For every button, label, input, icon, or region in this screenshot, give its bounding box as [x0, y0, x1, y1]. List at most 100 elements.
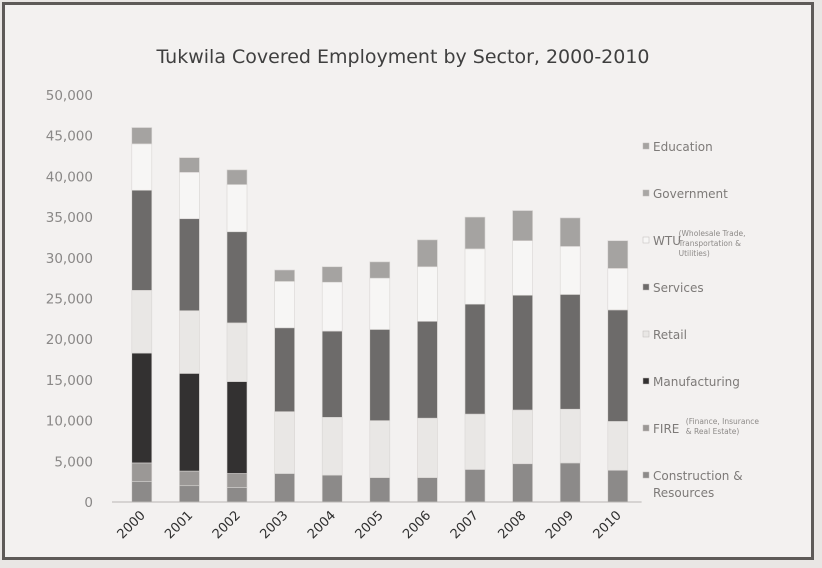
- x-tick-label: 2001: [162, 508, 196, 542]
- bar-segment: [226, 487, 248, 503]
- bar-segment: [369, 329, 391, 421]
- x-tick-label: 2005: [353, 508, 387, 542]
- y-tick-label: 15,000: [46, 373, 93, 389]
- x-tick-label: 2010: [591, 508, 625, 542]
- legend-swatch: [642, 236, 650, 244]
- bar-segment: [179, 172, 200, 220]
- bar-segment: [179, 470, 200, 487]
- legend-sublabel: (Wholesale Trade, Transportation & Utiliti…: [678, 229, 746, 258]
- bar-segment: [274, 281, 295, 329]
- bar-segment: [559, 294, 581, 410]
- legend-label: Government: [653, 187, 728, 201]
- bar-segment: [226, 381, 248, 474]
- bar-segment: [321, 417, 343, 476]
- legend-sublabel-line: (Wholesale Trade,: [679, 229, 746, 238]
- bar-segment: [321, 266, 343, 283]
- bar-segment: [131, 189, 153, 291]
- bar-segment: [179, 485, 200, 503]
- y-tick-label: 30,000: [46, 251, 93, 267]
- bar-segment: [131, 352, 153, 464]
- legend-swatch: [642, 471, 650, 479]
- legend-swatch: [642, 330, 650, 338]
- y-tick-label: 20,000: [46, 332, 93, 348]
- bar-segment: [512, 409, 533, 465]
- bar-segment: [274, 411, 295, 474]
- legend-sublabel-line: & Real Estate): [686, 427, 740, 436]
- bar-segment: [179, 310, 200, 374]
- bar-segment: [226, 231, 248, 324]
- legend-sublabel-line: Utilities): [679, 249, 710, 258]
- bar-segment: [131, 143, 153, 191]
- y-tick-label: 10,000: [46, 414, 93, 430]
- legend-label: WTU: [653, 234, 681, 248]
- bar-segment: [417, 239, 438, 268]
- bar-segment: [512, 240, 533, 296]
- bar-stacks: [131, 127, 629, 503]
- bar-segment: [274, 269, 295, 282]
- bar-segment: [559, 246, 581, 295]
- x-tick-label: 2003: [257, 508, 291, 542]
- bar-segment: [464, 216, 486, 250]
- x-axis: 2000 2001 2002 2003 2004 2005 2006 2007 2008 2009…: [112, 501, 642, 542]
- bar-segment: [512, 210, 533, 242]
- bar-segment: [226, 473, 248, 488]
- legend-sublabel: (Finance, Insurance & Real Estate): [686, 417, 760, 436]
- bar-segment: [321, 281, 343, 332]
- bar-segment: [607, 469, 629, 503]
- bar-segment: [274, 473, 295, 503]
- bar-segment: [417, 320, 438, 419]
- bar-segment: [607, 268, 629, 311]
- y-tick-label: 50,000: [46, 88, 93, 104]
- bar-segment: [417, 477, 438, 503]
- y-tick-label: 0: [84, 495, 93, 511]
- x-tick-label: 2009: [543, 508, 577, 542]
- y-tick-label: 25,000: [46, 292, 93, 308]
- bar-segment: [226, 169, 248, 185]
- chart-frame: Tukwila Covered Employment by Sector, 20…: [2, 2, 814, 560]
- legend-label-line: Construction &: [653, 469, 743, 483]
- legend-swatch: [642, 283, 650, 291]
- bar-segment: [179, 373, 200, 472]
- bar-segment: [559, 217, 581, 247]
- legend-label: Services: [653, 281, 704, 295]
- bar-segment: [179, 218, 200, 312]
- bar-segment: [274, 327, 295, 412]
- legend-label: Construction & Resources: [653, 469, 743, 500]
- bar-segment: [179, 157, 200, 173]
- legend-sublabel-line: (Finance, Insurance: [686, 417, 760, 426]
- bar-segment: [607, 421, 629, 471]
- x-tick-label: 2000: [115, 508, 149, 542]
- y-tick-label: 35,000: [46, 210, 93, 226]
- y-tick-label: 45,000: [46, 129, 93, 145]
- bar-segment: [321, 330, 343, 418]
- legend: Education Government WTU(Wholesale Trade, T…: [642, 140, 760, 500]
- chart-title: Tukwila Covered Employment by Sector, 20…: [155, 46, 649, 68]
- legend-label: Manufacturing: [653, 375, 740, 389]
- bar-segment: [607, 240, 629, 269]
- legend-swatch: [642, 377, 650, 385]
- bar-segment: [226, 322, 248, 382]
- bar-segment: [464, 469, 486, 503]
- legend-label-line: Resources: [653, 486, 714, 500]
- bar-segment: [369, 420, 391, 478]
- bar-segment: [559, 408, 581, 464]
- y-tick-label: 5,000: [54, 454, 93, 470]
- bar-segment: [464, 248, 486, 305]
- y-axis: 0 5,000 10,000 15,000 20,000 25,000 30,000 35,0…: [46, 88, 93, 511]
- bar-segment: [512, 463, 533, 503]
- bar-segment: [559, 462, 581, 503]
- bar-segment: [131, 462, 153, 482]
- bar-segment: [321, 474, 343, 503]
- bar-segment: [512, 294, 533, 411]
- bar-segment: [369, 477, 391, 503]
- legend-swatch: [642, 424, 650, 432]
- legend-label: Retail: [653, 328, 687, 342]
- legend-label: FIRE: [653, 422, 679, 436]
- bar-segment: [131, 127, 153, 145]
- x-tick-label: 2002: [210, 508, 244, 542]
- bar-segment: [369, 261, 391, 279]
- bar-segment: [417, 266, 438, 322]
- legend-swatch: [642, 142, 650, 150]
- bar-segment: [464, 413, 486, 470]
- bar-segment: [369, 277, 391, 330]
